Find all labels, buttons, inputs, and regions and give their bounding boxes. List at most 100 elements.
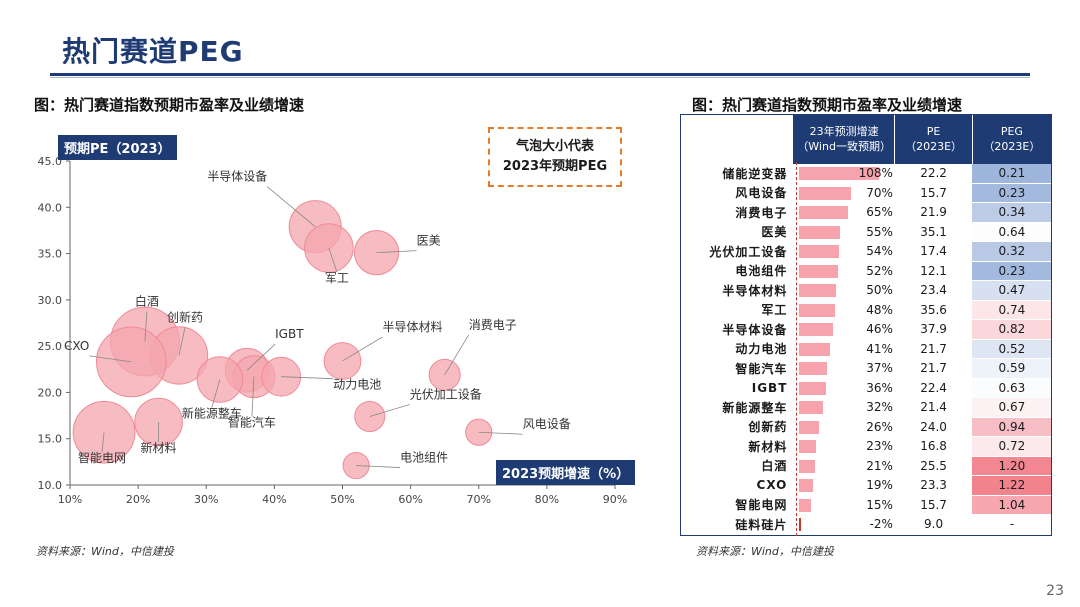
- growth-bar: [799, 362, 827, 375]
- growth-bar: [799, 284, 837, 297]
- growth-cell: 15%: [793, 495, 895, 515]
- row-name: 光伏加工设备: [680, 241, 794, 262]
- pe-cell: 25.5: [894, 456, 973, 476]
- growth-value: 23%: [866, 439, 893, 453]
- growth-cell: 37%: [793, 358, 895, 379]
- pe-cell: 15.7: [894, 183, 973, 203]
- bubble-label: 消费电子: [469, 318, 517, 332]
- table-header-growth: 23年预测增速 （Wind一致预期）: [793, 114, 896, 164]
- growth-cell: 36%: [793, 378, 895, 398]
- bubble-label: 光伏加工设备: [410, 387, 482, 401]
- bubble-label: 创新药: [167, 309, 203, 324]
- peg-cell: 0.34: [972, 202, 1052, 223]
- table-row: IGBT 36% 22.4 0.63: [680, 378, 1052, 398]
- pe-cell: 22.2: [894, 164, 973, 184]
- bubble-label: CXO: [64, 339, 89, 353]
- growth-bar: [799, 264, 838, 278]
- y-tick-label: 45.0: [38, 155, 63, 168]
- table-row: 医美 55% 35.1 0.64: [680, 222, 1052, 242]
- leader-line: [211, 379, 221, 408]
- y-tick-label: 40.0: [38, 201, 63, 214]
- growth-value: 50%: [866, 283, 893, 297]
- peg-cell: 1.22: [972, 475, 1052, 496]
- growth-cell: 23%: [793, 436, 895, 457]
- table-header-row: 23年预测增速 （Wind一致预期） PE （2023E） PEG （2023E…: [680, 114, 1053, 164]
- growth-bar: [799, 420, 819, 434]
- peg-cell: 0.64: [972, 222, 1052, 242]
- row-name: 军工: [680, 300, 794, 320]
- y-tick-label: 20.0: [38, 386, 63, 399]
- peg-cell: 0.94: [972, 417, 1052, 437]
- bubble-label: 白酒: [135, 294, 159, 309]
- pe-cell: 35.1: [894, 222, 973, 242]
- growth-value: 55%: [866, 224, 893, 239]
- growth-value: 36%: [866, 380, 893, 395]
- table-row: 新能源整车 32% 21.4 0.67: [680, 397, 1052, 418]
- growth-cell: 21%: [793, 456, 895, 476]
- bubble-label: 医美: [417, 234, 441, 248]
- growth-bar: [799, 167, 880, 180]
- table-row: 硅料硅片 -2% 9.0-: [680, 514, 1052, 535]
- peg-cell: 0.72: [972, 436, 1052, 457]
- leader-line: [444, 334, 470, 376]
- row-name: 新材料: [680, 436, 794, 457]
- table-row: 半导体材料 50% 23.4 0.47: [680, 280, 1052, 301]
- table-header-blank: [680, 114, 794, 164]
- pe-cell: 9.0: [894, 514, 973, 535]
- growth-value: 15%: [866, 497, 893, 512]
- pe-cell: 24.0: [894, 417, 973, 437]
- leader-line: [281, 376, 334, 380]
- leader-line: [144, 311, 148, 342]
- leader-line: [369, 404, 410, 417]
- x-tick-label: 70%: [467, 493, 491, 506]
- growth-cell: 32%: [793, 397, 895, 418]
- table-row: 电池组件 52% 12.1 0.23: [680, 261, 1052, 281]
- x-axis-label: 2023预期增速（%）: [496, 460, 636, 485]
- peg-cell: -: [972, 514, 1052, 535]
- table-row: 创新药 26% 24.0 0.94: [680, 417, 1052, 437]
- row-name: 动力电池: [680, 339, 794, 359]
- pe-cell: 17.4: [894, 241, 973, 262]
- growth-value: 26%: [866, 419, 893, 434]
- growth-value: 54%: [866, 244, 893, 258]
- growth-bar: [799, 245, 840, 258]
- bubble-label: 智能电网: [78, 450, 126, 465]
- peg-cell: 0.82: [972, 319, 1052, 340]
- growth-bar: [799, 518, 802, 531]
- table-row: 新材料 23% 16.8 0.72: [680, 436, 1052, 457]
- growth-cell: -2%: [793, 514, 895, 535]
- growth-value: 48%: [866, 302, 893, 317]
- peg-cell: 0.52: [972, 339, 1052, 359]
- row-name: 电池组件: [680, 261, 794, 281]
- page-title: 热门赛道PEG: [62, 35, 244, 68]
- growth-cell: 70%: [793, 183, 895, 203]
- x-tick-label: 60%: [398, 493, 422, 506]
- row-name: 风电设备: [680, 183, 794, 203]
- table-header-pe: PE （2023E）: [894, 114, 973, 164]
- row-name: 白酒: [680, 456, 794, 476]
- row-name: 硅料硅片: [680, 514, 794, 535]
- pe-cell: 21.9: [894, 202, 973, 223]
- x-tick-label: 10%: [58, 493, 82, 506]
- bubble-label: 军工: [325, 271, 349, 285]
- bubble-label: 新材料: [141, 440, 177, 455]
- row-name: 储能逆变器: [680, 164, 794, 184]
- table-row: 风电设备 70% 15.7 0.23: [680, 183, 1052, 203]
- growth-cell: 46%: [793, 319, 895, 340]
- y-axis-label: 预期PE（2023）: [58, 135, 177, 160]
- pe-cell: 21.4: [894, 397, 973, 418]
- peg-cell: 1.20: [972, 456, 1052, 476]
- row-name: 半导体材料: [680, 280, 794, 301]
- table-row: 光伏加工设备 54% 17.4 0.32: [680, 241, 1052, 262]
- pe-cell: 21.7: [894, 339, 973, 359]
- title-underline-thin: [50, 77, 1030, 78]
- growth-cell: 19%: [793, 475, 895, 496]
- growth-cell: 65%: [793, 202, 895, 223]
- peg-cell: 0.23: [972, 183, 1052, 203]
- bubble-label: 风电设备: [523, 417, 571, 431]
- row-name: IGBT: [680, 378, 794, 398]
- leader-line: [376, 250, 417, 254]
- bubble-label: IGBT: [275, 327, 304, 341]
- pe-cell: 35.6: [894, 300, 973, 320]
- leader-line: [101, 432, 105, 453]
